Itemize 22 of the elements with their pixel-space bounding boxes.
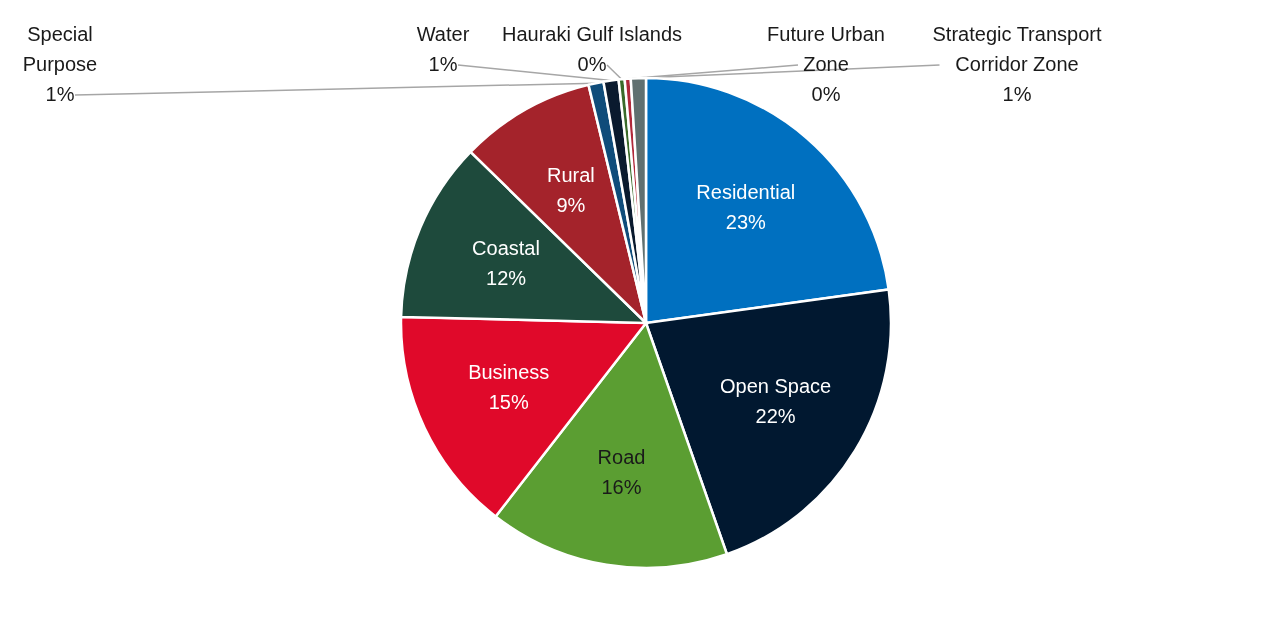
- slice-label: Future Urban Zone: [767, 23, 885, 75]
- data-label: 9%: [556, 193, 586, 216]
- slice-label: Water: [416, 23, 470, 45]
- data-label: 22%: [755, 405, 796, 428]
- data-label: 1%: [428, 53, 458, 75]
- slice-label: Residential: [696, 181, 796, 204]
- data-label: 0%: [811, 83, 841, 105]
- data-label: 23%: [725, 211, 767, 234]
- slice-label: Coastal: [472, 237, 540, 259]
- slice-label: Hauraki Gulf Islands: [501, 23, 683, 45]
- data-label: 12%: [486, 267, 527, 289]
- data-label: 0%: [577, 53, 607, 75]
- slice-label: Special Purpose: [22, 23, 98, 75]
- slice-label: Business: [468, 361, 550, 384]
- slice-label: Rural: [546, 163, 595, 186]
- data-label: 1%: [1002, 83, 1032, 105]
- data-label: 1%: [45, 83, 75, 105]
- slice-label: Strategic Transport Corridor Zone: [932, 23, 1102, 75]
- data-label: 15%: [488, 391, 529, 414]
- slice-label: Open Space: [720, 375, 832, 398]
- slice-label: Road: [597, 445, 646, 468]
- data-label: 16%: [601, 475, 642, 498]
